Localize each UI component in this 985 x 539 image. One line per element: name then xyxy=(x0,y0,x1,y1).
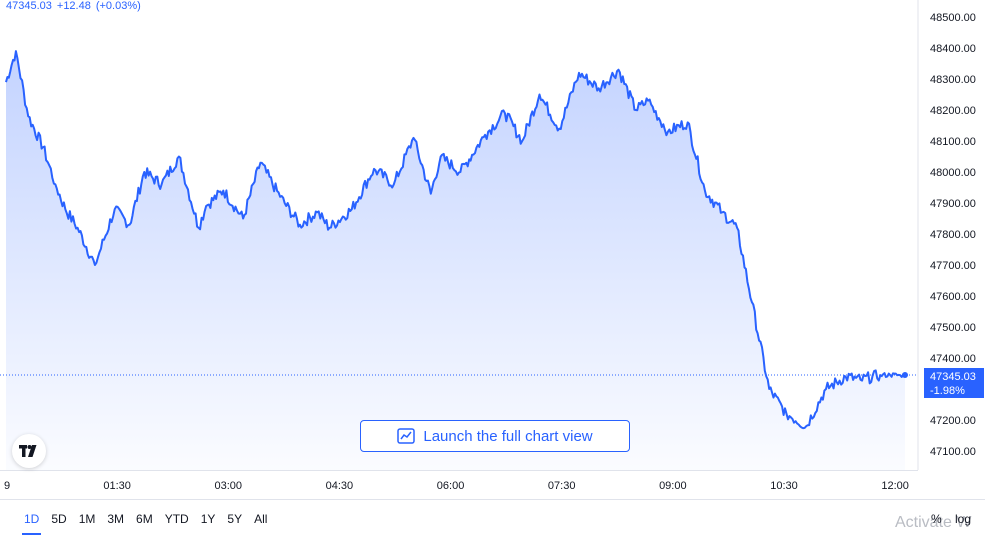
time-tick-label: 10:30 xyxy=(770,480,798,492)
tradingview-logo-icon xyxy=(19,445,37,457)
time-tick-label: 07:30 xyxy=(548,480,576,492)
log-scale-toggle[interactable]: log xyxy=(955,512,972,526)
quote-last: 47345.03 xyxy=(6,0,52,12)
last-price-label: 47345.03 -1.98% xyxy=(924,368,984,398)
range-tab-1d[interactable]: 1D xyxy=(18,512,45,535)
price-tick-label: 47700.00 xyxy=(930,260,976,272)
range-tab-ytd[interactable]: YTD xyxy=(164,512,189,526)
range-tab-5y[interactable]: 5Y xyxy=(227,512,243,526)
last-price-change: -1.98% xyxy=(930,385,965,397)
activate-windows-watermark: Activate W xyxy=(895,514,972,531)
time-tick-label: 03:00 xyxy=(215,480,243,492)
tradingview-logo[interactable] xyxy=(12,434,46,468)
launch-full-chart-label: Launch the full chart view xyxy=(423,427,593,445)
price-tick-label: 48000.00 xyxy=(930,167,976,179)
time-tick-label: 09:00 xyxy=(659,480,687,492)
quote-change: +12.48 xyxy=(56,0,91,12)
range-tab-5d[interactable]: 5D xyxy=(51,512,67,526)
price-tick-label: 47100.00 xyxy=(930,446,976,458)
price-tick-label: 48500.00 xyxy=(930,12,976,24)
price-tick-label: 47800.00 xyxy=(930,229,976,241)
time-tick-label: 12:00 xyxy=(881,480,909,492)
range-tab-6m[interactable]: 6M xyxy=(136,512,153,526)
chart-icon xyxy=(397,428,416,444)
chart-canvas[interactable]: 48500.00 48400.00 48300.00 48200.00 48100.00… xyxy=(0,0,985,499)
range-tabs: 1D 5D 1M 3M 6M YTD 1Y 5Y All xyxy=(18,512,273,535)
quote-change-pct: (+0.03%) xyxy=(95,0,141,12)
bottom-toolbar: 1D 5D 1M 3M 6M YTD 1Y 5Y All Activate W % log xyxy=(0,499,985,539)
time-tick-label: 06:00 xyxy=(437,480,465,492)
price-tick-label: 47400.00 xyxy=(930,353,976,365)
time-tick-label: 01:30 xyxy=(103,480,131,492)
price-tick-label: 47500.00 xyxy=(930,322,976,334)
range-tab-3m[interactable]: 3M xyxy=(107,512,125,526)
percent-scale-toggle[interactable]: % xyxy=(931,512,942,526)
price-tick-label: 47600.00 xyxy=(930,291,976,303)
price-tick-label: 47900.00 xyxy=(930,198,976,210)
price-axis[interactable]: 48500.00 48400.00 48300.00 48200.00 48100.00… xyxy=(930,12,976,458)
price-tick-label: 47200.00 xyxy=(930,415,976,427)
range-tab-1y[interactable]: 1Y xyxy=(200,512,216,526)
launch-full-chart-button[interactable]: Launch the full chart view xyxy=(360,420,630,452)
price-tick-label: 48300.00 xyxy=(930,74,976,86)
range-tab-all[interactable]: All xyxy=(254,512,268,526)
quote-header: 47345.03 +12.48 (+0.03%) xyxy=(6,0,146,12)
price-line xyxy=(5,50,906,430)
range-tab-1m[interactable]: 1M xyxy=(78,512,96,526)
time-tick-label: 9 xyxy=(4,480,10,492)
time-axis[interactable]: 9 01:30 03:00 04:30 06:00 07:30 09:00 10:30 12:0… xyxy=(4,480,909,492)
price-area-fill xyxy=(6,51,905,470)
time-tick-label: 04:30 xyxy=(326,480,354,492)
price-tick-label: 48400.00 xyxy=(930,43,976,55)
last-price-dot xyxy=(902,372,908,379)
price-tick-label: 48100.00 xyxy=(930,136,976,148)
price-tick-label: 48200.00 xyxy=(930,105,976,117)
last-price-value: 47345.03 xyxy=(930,371,976,383)
